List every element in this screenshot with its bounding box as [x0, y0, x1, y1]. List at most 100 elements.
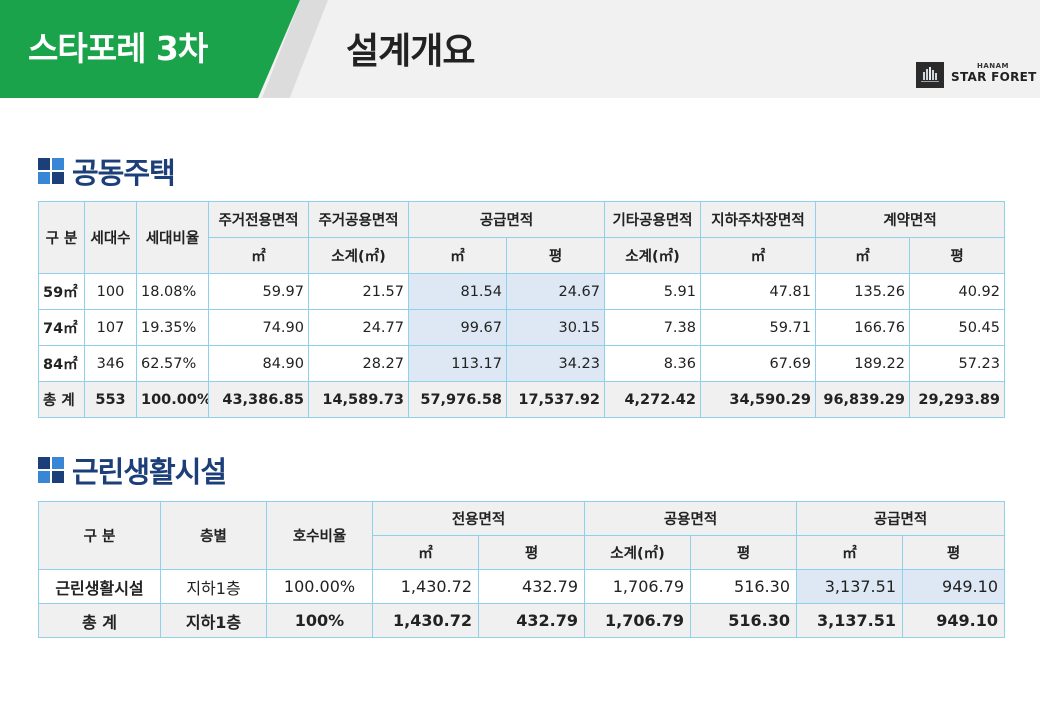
cell-exclusive: 84.90 [208, 345, 309, 382]
cell-supply-py: 949.10 [902, 569, 1005, 604]
cell-ratio: 100.00% [136, 381, 209, 418]
cell-ratio: 19.35% [136, 309, 209, 346]
cell-contract-py: 40.92 [909, 273, 1005, 310]
unit-header: 소계(㎡) [604, 237, 701, 274]
col-header-supply: 공급면적 [796, 501, 1005, 536]
cell-contract-sqm: 135.26 [815, 273, 910, 310]
cell-supply-py: 30.15 [506, 309, 605, 346]
housing-table: 구 분 세대수 세대비율 주거전용면적 주거공용면적 공급면적 기타공용면적 지… [38, 201, 1005, 418]
unit-header: 평 [902, 535, 1005, 570]
cell-contract-py: 57.23 [909, 345, 1005, 382]
cell-shared-py: 516.30 [690, 603, 797, 638]
col-header-supply: 공급면적 [408, 201, 605, 238]
cell-supply-sqm: 99.67 [408, 309, 507, 346]
cell-exclusive: 43,386.85 [208, 381, 309, 418]
cell-supply-py: 949.10 [902, 603, 1005, 638]
cell-floor: 지하1층 [160, 603, 267, 638]
cell-households: 100 [84, 273, 137, 310]
cell-supply-py: 24.67 [506, 273, 605, 310]
cell-shared: 21.57 [308, 273, 409, 310]
cell-households: 346 [84, 345, 137, 382]
total-row: 총 계 지하1층 100% 1,430.72 432.79 1,706.79 5… [38, 603, 1005, 638]
logo-title: STAR FORET [951, 70, 1037, 84]
section-retail-title: 근린생활시설 [38, 449, 227, 491]
unit-header: 평 [690, 535, 797, 570]
cell-households: 553 [84, 381, 137, 418]
cell-parking: 67.69 [700, 345, 816, 382]
cell-exclusive: 74.90 [208, 309, 309, 346]
col-header-households: 세대수 [84, 201, 137, 274]
cell-contract-sqm: 189.22 [815, 345, 910, 382]
cell-shared: 24.77 [308, 309, 409, 346]
cell-contract-sqm: 96,839.29 [815, 381, 910, 418]
cell-ratio: 18.08% [136, 273, 209, 310]
cell-ratio: 100% [266, 603, 373, 638]
cell-name: 총 계 [38, 603, 161, 638]
cell-shared: 14,589.73 [308, 381, 409, 418]
cell-contract-sqm: 166.76 [815, 309, 910, 346]
cell-parking: 59.71 [700, 309, 816, 346]
cell-excl-py: 432.79 [478, 603, 585, 638]
cell-supply-sqm: 81.54 [408, 273, 507, 310]
page-title: 설계개요 [346, 31, 475, 72]
unit-header: ㎡ [372, 535, 479, 570]
cell-households: 107 [84, 309, 137, 346]
unit-header: ㎡ [796, 535, 903, 570]
cell-other: 4,272.42 [604, 381, 701, 418]
section-bullet-icon [38, 158, 64, 184]
cell-type: 59㎡ [38, 273, 85, 310]
cell-contract-py: 29,293.89 [909, 381, 1005, 418]
cell-excl-py: 432.79 [478, 569, 585, 604]
col-header-parking: 지하주차장면적 [700, 201, 816, 238]
unit-header: ㎡ [815, 237, 910, 274]
cell-shared-py: 516.30 [690, 569, 797, 604]
col-header-category: 구 분 [38, 201, 85, 274]
section-title-text: 근린생활시설 [72, 455, 227, 489]
col-header-other-shared: 기타공용면적 [604, 201, 701, 238]
cell-supply-sqm: 57,976.58 [408, 381, 507, 418]
cell-other: 5.91 [604, 273, 701, 310]
section-bullet-icon [38, 457, 64, 483]
cell-supply-sqm: 113.17 [408, 345, 507, 382]
table-row: 74㎡ 107 19.35% 74.90 24.77 99.67 30.15 7… [38, 309, 1005, 346]
section-title-text: 공동주택 [72, 156, 176, 190]
cell-ratio: 100.00% [266, 569, 373, 604]
unit-header: ㎡ [700, 237, 816, 274]
cell-exclusive: 59.97 [208, 273, 309, 310]
col-header-ratio: 호수비율 [266, 501, 373, 570]
cell-shared: 28.27 [308, 345, 409, 382]
unit-header: 소계(㎡) [308, 237, 409, 274]
unit-header: ㎡ [208, 237, 309, 274]
table-row: 84㎡ 346 62.57% 84.90 28.27 113.17 34.23 … [38, 345, 1005, 382]
table-row: 근린생활시설 지하1층 100.00% 1,430.72 432.79 1,70… [38, 569, 1005, 604]
unit-header: ㎡ [408, 237, 507, 274]
cell-excl-sqm: 1,430.72 [372, 569, 479, 604]
header-bar: 스타포레 3차 설계개요 HANAM STAR FORET [0, 0, 1040, 98]
retail-table: 구 분 층별 호수비율 전용면적 공용면적 공급면적 ㎡ 평 소계(㎡) 평 ㎡… [38, 501, 1005, 638]
col-header-category: 구 분 [38, 501, 161, 570]
unit-header: 평 [506, 237, 605, 274]
cell-parking: 47.81 [700, 273, 816, 310]
table-row: 59㎡ 100 18.08% 59.97 21.57 81.54 24.67 5… [38, 273, 1005, 310]
col-header-exclusive: 전용면적 [372, 501, 585, 536]
col-header-exclusive: 주거전용면적 [208, 201, 309, 238]
cell-other: 8.36 [604, 345, 701, 382]
col-header-floor: 층별 [160, 501, 267, 570]
unit-header: 평 [478, 535, 585, 570]
star-foret-logo-icon [916, 62, 944, 88]
unit-header: 소계(㎡) [584, 535, 691, 570]
col-header-shared: 주거공용면적 [308, 201, 409, 238]
cell-shared-sqm: 1,706.79 [584, 603, 691, 638]
cell-shared-sqm: 1,706.79 [584, 569, 691, 604]
col-header-contract: 계약면적 [815, 201, 1005, 238]
cell-floor: 지하1층 [160, 569, 267, 604]
cell-ratio: 62.57% [136, 345, 209, 382]
logo-subtitle: HANAM [977, 62, 1010, 70]
cell-supply-py: 17,537.92 [506, 381, 605, 418]
col-header-ratio: 세대비율 [136, 201, 209, 274]
cell-type: 74㎡ [38, 309, 85, 346]
cell-supply-sqm: 3,137.51 [796, 603, 903, 638]
cell-parking: 34,590.29 [700, 381, 816, 418]
header-green-panel [0, 0, 300, 98]
section-housing-title: 공동주택 [38, 150, 176, 192]
